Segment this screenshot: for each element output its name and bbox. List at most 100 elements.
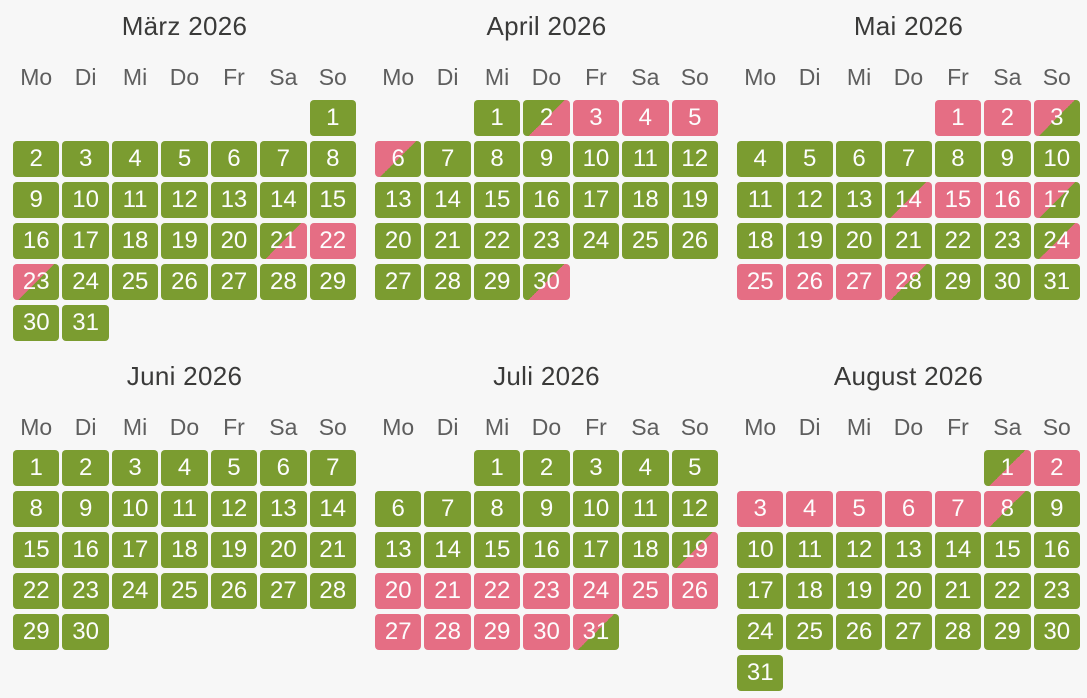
day-cell[interactable]: 26 — [161, 264, 208, 300]
day-cell[interactable]: 2 — [523, 100, 570, 136]
day-cell[interactable]: 12 — [786, 182, 833, 218]
day-cell[interactable]: 16 — [13, 223, 60, 259]
day-cell[interactable]: 24 — [572, 573, 620, 609]
day-cell[interactable]: 16 — [1033, 532, 1080, 568]
day-cell[interactable]: 7 — [260, 141, 307, 177]
day-cell[interactable]: 3 — [1033, 100, 1080, 136]
day-cell[interactable]: 8 — [473, 141, 521, 177]
day-cell[interactable]: 28 — [424, 614, 471, 650]
day-cell[interactable]: 12 — [835, 532, 883, 568]
day-cell[interactable]: 17 — [572, 532, 620, 568]
day-cell[interactable]: 19 — [671, 532, 718, 568]
day-cell[interactable]: 2 — [984, 100, 1031, 136]
day-cell[interactable]: 4 — [786, 491, 833, 527]
day-cell[interactable]: 7 — [424, 141, 471, 177]
day-cell[interactable]: 8 — [984, 491, 1031, 527]
day-cell[interactable]: 15 — [309, 182, 356, 218]
day-cell[interactable]: 1 — [13, 450, 60, 486]
day-cell[interactable]: 13 — [885, 532, 932, 568]
day-cell[interactable]: 31 — [62, 305, 109, 341]
day-cell[interactable]: 19 — [671, 182, 718, 218]
day-cell[interactable]: 15 — [473, 532, 521, 568]
day-cell[interactable]: 27 — [260, 573, 307, 609]
day-cell[interactable]: 21 — [424, 223, 471, 259]
day-cell[interactable]: 30 — [523, 614, 570, 650]
day-cell[interactable]: 18 — [737, 223, 784, 259]
day-cell[interactable]: 21 — [885, 223, 932, 259]
day-cell[interactable]: 24 — [737, 614, 784, 650]
day-cell[interactable]: 31 — [572, 614, 620, 650]
day-cell[interactable]: 30 — [523, 264, 570, 300]
day-cell[interactable]: 26 — [210, 573, 258, 609]
day-cell[interactable]: 26 — [786, 264, 833, 300]
day-cell[interactable]: 27 — [210, 264, 258, 300]
day-cell[interactable]: 6 — [210, 141, 258, 177]
day-cell[interactable]: 22 — [934, 223, 982, 259]
day-cell[interactable]: 22 — [984, 573, 1031, 609]
day-cell[interactable]: 1 — [934, 100, 982, 136]
day-cell[interactable]: 17 — [1033, 182, 1080, 218]
day-cell[interactable]: 28 — [260, 264, 307, 300]
day-cell[interactable]: 6 — [835, 141, 883, 177]
day-cell[interactable]: 10 — [111, 491, 159, 527]
day-cell[interactable]: 25 — [622, 573, 669, 609]
day-cell[interactable]: 23 — [13, 264, 60, 300]
day-cell[interactable]: 14 — [309, 491, 356, 527]
day-cell[interactable]: 20 — [375, 573, 422, 609]
day-cell[interactable]: 17 — [62, 223, 109, 259]
day-cell[interactable]: 11 — [786, 532, 833, 568]
day-cell[interactable]: 15 — [984, 532, 1031, 568]
day-cell[interactable]: 10 — [62, 182, 109, 218]
day-cell[interactable]: 5 — [671, 450, 718, 486]
day-cell[interactable]: 5 — [161, 141, 208, 177]
day-cell[interactable]: 5 — [671, 100, 718, 136]
day-cell[interactable]: 16 — [984, 182, 1031, 218]
day-cell[interactable]: 12 — [210, 491, 258, 527]
day-cell[interactable]: 9 — [984, 141, 1031, 177]
day-cell[interactable]: 20 — [260, 532, 307, 568]
day-cell[interactable]: 9 — [523, 491, 570, 527]
day-cell[interactable]: 7 — [885, 141, 932, 177]
day-cell[interactable]: 26 — [671, 573, 718, 609]
day-cell[interactable]: 22 — [309, 223, 356, 259]
day-cell[interactable]: 22 — [473, 573, 521, 609]
day-cell[interactable]: 1 — [473, 100, 521, 136]
day-cell[interactable]: 13 — [375, 532, 422, 568]
day-cell[interactable]: 23 — [1033, 573, 1080, 609]
day-cell[interactable]: 21 — [309, 532, 356, 568]
day-cell[interactable]: 12 — [671, 141, 718, 177]
day-cell[interactable]: 6 — [375, 141, 422, 177]
day-cell[interactable]: 16 — [62, 532, 109, 568]
day-cell[interactable]: 2 — [1033, 450, 1080, 486]
day-cell[interactable]: 19 — [210, 532, 258, 568]
day-cell[interactable]: 16 — [523, 532, 570, 568]
day-cell[interactable]: 9 — [13, 182, 60, 218]
day-cell[interactable]: 11 — [111, 182, 159, 218]
day-cell[interactable]: 23 — [523, 223, 570, 259]
day-cell[interactable]: 10 — [572, 141, 620, 177]
day-cell[interactable]: 5 — [786, 141, 833, 177]
day-cell[interactable]: 23 — [523, 573, 570, 609]
day-cell[interactable]: 30 — [1033, 614, 1080, 650]
day-cell[interactable]: 27 — [375, 264, 422, 300]
day-cell[interactable]: 27 — [835, 264, 883, 300]
day-cell[interactable]: 20 — [885, 573, 932, 609]
day-cell[interactable]: 30 — [13, 305, 60, 341]
day-cell[interactable]: 11 — [622, 141, 669, 177]
day-cell[interactable]: 4 — [622, 100, 669, 136]
day-cell[interactable]: 21 — [934, 573, 982, 609]
day-cell[interactable]: 20 — [835, 223, 883, 259]
day-cell[interactable]: 11 — [737, 182, 784, 218]
day-cell[interactable]: 25 — [622, 223, 669, 259]
day-cell[interactable]: 3 — [62, 141, 109, 177]
day-cell[interactable]: 15 — [13, 532, 60, 568]
day-cell[interactable]: 7 — [309, 450, 356, 486]
day-cell[interactable]: 6 — [375, 491, 422, 527]
day-cell[interactable]: 23 — [984, 223, 1031, 259]
day-cell[interactable]: 4 — [111, 141, 159, 177]
day-cell[interactable]: 14 — [424, 532, 471, 568]
day-cell[interactable]: 20 — [375, 223, 422, 259]
day-cell[interactable]: 23 — [62, 573, 109, 609]
day-cell[interactable]: 16 — [523, 182, 570, 218]
day-cell[interactable]: 28 — [885, 264, 932, 300]
